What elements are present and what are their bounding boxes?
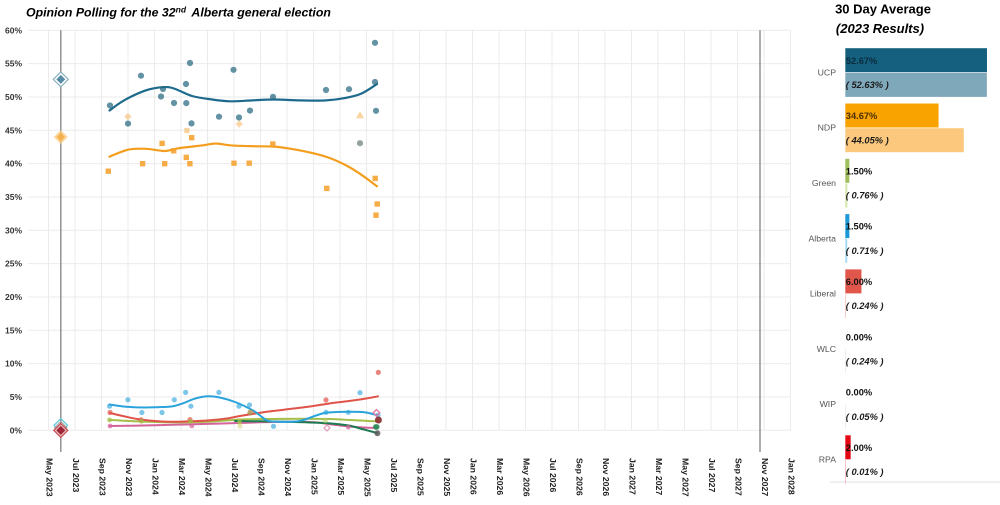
svg-text:Sep 2026: Sep 2026 [575, 458, 585, 496]
svg-text:(2023 Results): (2023 Results) [836, 21, 924, 36]
svg-text:0.00%: 0.00% [846, 332, 873, 342]
svg-text:45%: 45% [5, 125, 22, 135]
svg-text:2.00%: 2.00% [846, 443, 873, 453]
svg-text:30 Day Average: 30 Day Average [835, 2, 931, 17]
svg-text:34.67%: 34.67% [846, 111, 878, 121]
svg-text:Sep 2025: Sep 2025 [416, 458, 426, 496]
svg-text:( 0.01% ): ( 0.01% ) [846, 467, 884, 477]
svg-text:Nov 2027: Nov 2027 [760, 458, 770, 496]
svg-text:30%: 30% [5, 225, 22, 235]
svg-text:0%: 0% [10, 425, 23, 435]
svg-text:Nov 2024: Nov 2024 [283, 458, 293, 496]
svg-text:Jan 2027: Jan 2027 [628, 458, 638, 495]
svg-text:1.50%: 1.50% [846, 166, 873, 176]
svg-text:Sep 2027: Sep 2027 [734, 458, 744, 496]
svg-text:Sep 2024: Sep 2024 [257, 458, 267, 496]
svg-text:Nov 2025: Nov 2025 [442, 458, 452, 496]
svg-text:35%: 35% [5, 192, 22, 202]
svg-text:( 0.76% ): ( 0.76% ) [846, 191, 884, 201]
svg-text:Sep 2023: Sep 2023 [98, 458, 108, 496]
svg-text:40%: 40% [5, 159, 22, 169]
svg-text:Jan 2025: Jan 2025 [310, 458, 320, 495]
svg-text:Jul 2027: Jul 2027 [707, 458, 717, 492]
svg-text:1.50%: 1.50% [846, 222, 873, 232]
svg-text:6.00%: 6.00% [846, 277, 873, 287]
svg-text:May 2023: May 2023 [45, 458, 55, 497]
svg-text:55%: 55% [5, 59, 22, 69]
svg-text:( 52.63% ): ( 52.63% ) [846, 80, 889, 90]
svg-text:Jul 2023: Jul 2023 [71, 458, 81, 492]
svg-text:Mar 2026: Mar 2026 [495, 458, 505, 495]
svg-text:Mar 2024: Mar 2024 [177, 458, 187, 495]
svg-text:WIP: WIP [820, 399, 837, 409]
svg-text:WLC: WLC [817, 344, 836, 354]
svg-text:Mar 2025: Mar 2025 [336, 458, 346, 495]
svg-text:UCP: UCP [818, 67, 837, 77]
svg-text:Mar 2027: Mar 2027 [654, 458, 664, 495]
svg-text:Jul 2025: Jul 2025 [389, 458, 399, 492]
svg-text:Nov 2023: Nov 2023 [124, 458, 134, 496]
svg-text:( 0.24% ): ( 0.24% ) [846, 357, 884, 367]
svg-text:NDP: NDP [818, 123, 837, 133]
svg-text:50%: 50% [5, 92, 22, 102]
svg-text:Liberal: Liberal [810, 289, 836, 299]
svg-text:( 0.24% ): ( 0.24% ) [846, 301, 884, 311]
svg-text:Green: Green [812, 178, 836, 188]
svg-text:Jan 2024: Jan 2024 [151, 458, 161, 495]
svg-text:Opinion Polling for the 32nd: Opinion Polling for the 32nd Alberta gen… [26, 5, 331, 20]
svg-text:May 2024: May 2024 [204, 458, 214, 497]
svg-text:5%: 5% [10, 392, 23, 402]
svg-text:Jul 2026: Jul 2026 [548, 458, 558, 492]
svg-text:May 2025: May 2025 [363, 458, 373, 497]
svg-text:0.00%: 0.00% [846, 388, 873, 398]
svg-text:( 0.05% ): ( 0.05% ) [846, 412, 884, 422]
svg-text:Jan 2028: Jan 2028 [787, 458, 797, 495]
svg-text:May 2026: May 2026 [522, 458, 532, 497]
svg-text:20%: 20% [5, 292, 22, 302]
svg-text:10%: 10% [5, 359, 22, 369]
svg-text:Alberta: Alberta [808, 233, 836, 243]
svg-text:52.67%: 52.67% [846, 56, 878, 66]
svg-text:Nov 2026: Nov 2026 [601, 458, 611, 496]
svg-text:RPA: RPA [819, 455, 836, 465]
svg-text:May 2027: May 2027 [681, 458, 691, 497]
svg-text:60%: 60% [5, 25, 22, 35]
svg-text:Jan 2026: Jan 2026 [469, 458, 479, 495]
svg-text:( 44.05% ): ( 44.05% ) [846, 135, 889, 145]
svg-text:15%: 15% [5, 325, 22, 335]
svg-text:25%: 25% [5, 259, 22, 269]
svg-text:( 0.71% ): ( 0.71% ) [846, 246, 884, 256]
svg-text:Jul 2024: Jul 2024 [230, 458, 240, 492]
